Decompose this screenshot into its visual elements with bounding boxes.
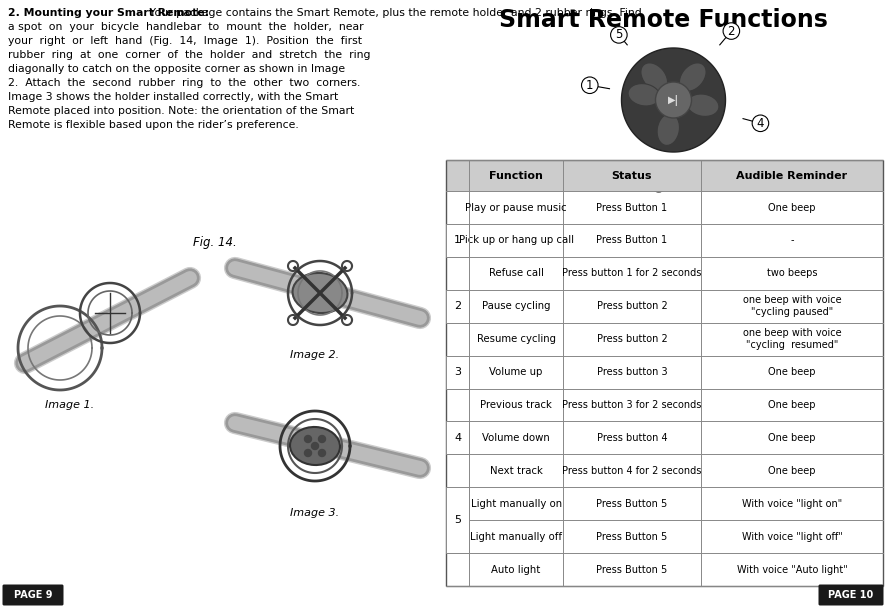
- Text: 2: 2: [727, 24, 734, 38]
- Bar: [446, 160, 882, 586]
- Text: one beep with voice
"cycling  resumed": one beep with voice "cycling resumed": [742, 328, 840, 350]
- Circle shape: [304, 435, 311, 443]
- Text: Pause cycling: Pause cycling: [481, 302, 550, 311]
- Bar: [446, 487, 469, 553]
- Text: Next track: Next track: [489, 466, 542, 476]
- Circle shape: [304, 449, 311, 457]
- Text: Image 1.: Image 1.: [45, 400, 95, 410]
- Text: With voice "Auto light": With voice "Auto light": [735, 565, 846, 575]
- Text: 4: 4: [756, 117, 764, 130]
- Text: One beep: One beep: [767, 367, 815, 377]
- Text: diagonally to catch on the opposite corner as shown in Image: diagonally to catch on the opposite corn…: [8, 64, 345, 74]
- Text: 1: 1: [586, 79, 593, 92]
- Text: 2. Mounting your Smart Remote:: 2. Mounting your Smart Remote:: [8, 8, 209, 18]
- Text: Light manually on: Light manually on: [470, 499, 561, 509]
- Ellipse shape: [657, 114, 679, 145]
- Text: Image 3.: Image 3.: [290, 508, 339, 518]
- Text: a spot  on  your  bicycle  handlebar  to  mount  the  holder,  near: a spot on your bicycle handlebar to moun…: [8, 22, 363, 32]
- Text: Audible Reminder: Audible Reminder: [735, 171, 846, 181]
- Text: 2.  Attach  the  second  rubber  ring  to  the  other  two  corners.: 2. Attach the second rubber ring to the …: [8, 78, 360, 88]
- Ellipse shape: [292, 273, 347, 313]
- Bar: [446, 160, 882, 191]
- Text: Press button 2: Press button 2: [596, 302, 666, 311]
- Ellipse shape: [679, 63, 705, 91]
- Text: Pick up or hang up call: Pick up or hang up call: [458, 235, 573, 246]
- Ellipse shape: [641, 63, 667, 91]
- Bar: [446, 224, 469, 257]
- Text: Status: Status: [611, 171, 651, 181]
- Text: With voice "light off": With voice "light off": [741, 531, 842, 542]
- Bar: [446, 290, 469, 323]
- Text: Fig. 14.: Fig. 14.: [193, 236, 237, 249]
- Text: Press Button 5: Press Button 5: [595, 531, 667, 542]
- Text: Press button 2: Press button 2: [596, 334, 666, 344]
- Text: ▶|: ▶|: [667, 94, 679, 106]
- Text: 4: 4: [454, 433, 461, 443]
- Text: Previous track: Previous track: [479, 400, 551, 410]
- Text: Image 3 shows the holder installed correctly, with the Smart: Image 3 shows the holder installed corre…: [8, 92, 338, 102]
- Text: Press button 3 for 2 seconds: Press button 3 for 2 seconds: [562, 400, 701, 410]
- Text: Remote is flexible based upon the rider’s preference.: Remote is flexible based upon the rider’…: [8, 120, 299, 130]
- Text: One beep: One beep: [767, 466, 815, 476]
- Text: One beep: One beep: [767, 202, 815, 213]
- FancyBboxPatch shape: [3, 584, 64, 606]
- Text: 2: 2: [454, 302, 461, 311]
- Text: Press Button 5: Press Button 5: [595, 499, 667, 509]
- Circle shape: [655, 82, 691, 118]
- Text: 5: 5: [615, 29, 622, 41]
- Text: -: -: [789, 235, 793, 246]
- Text: Press button 4: Press button 4: [596, 433, 666, 443]
- Bar: [446, 356, 469, 389]
- Text: Image 2.: Image 2.: [290, 350, 339, 360]
- Ellipse shape: [290, 427, 339, 465]
- Text: Auto light: Auto light: [491, 565, 540, 575]
- Text: one beep with voice
"cycling paused": one beep with voice "cycling paused": [742, 295, 840, 317]
- Text: PAGE 10: PAGE 10: [828, 590, 873, 600]
- Text: your  right  or  left  hand  (Fig.  14,  Image  1).  Position  the  first: your right or left hand (Fig. 14, Image …: [8, 36, 361, 46]
- Ellipse shape: [687, 94, 719, 116]
- Text: Press Button 1: Press Button 1: [595, 235, 667, 246]
- Text: rubber  ring  at  one  corner  of  the  holder  and  stretch  the  ring: rubber ring at one corner of the holder …: [8, 50, 370, 60]
- Text: Refuse call: Refuse call: [488, 268, 543, 278]
- Text: Play or pause music: Play or pause music: [465, 202, 566, 213]
- Text: Light manually off: Light manually off: [470, 531, 562, 542]
- Text: Press button 1 for 2 seconds: Press button 1 for 2 seconds: [562, 268, 701, 278]
- Text: Smart Remote Functions: Smart Remote Functions: [499, 8, 827, 32]
- Text: 5: 5: [454, 515, 461, 525]
- Text: Press Button 1: Press Button 1: [595, 202, 667, 213]
- Text: two beeps: two beeps: [766, 268, 816, 278]
- Circle shape: [311, 443, 318, 449]
- Text: Press button 3: Press button 3: [596, 367, 666, 377]
- Text: Remote placed into position. Note: the orientation of the Smart: Remote placed into position. Note: the o…: [8, 106, 354, 116]
- Bar: [446, 421, 469, 454]
- Text: Function: Function: [489, 171, 542, 181]
- Text: With voice "light on": With voice "light on": [741, 499, 841, 509]
- Text: Press button 4 for 2 seconds: Press button 4 for 2 seconds: [562, 466, 701, 476]
- Text: One beep: One beep: [767, 400, 815, 410]
- Text: PAGE 9: PAGE 9: [14, 590, 52, 600]
- Circle shape: [318, 435, 325, 443]
- Text: Press Button 5: Press Button 5: [595, 565, 667, 575]
- Text: 1: 1: [454, 235, 461, 246]
- Text: Volume down: Volume down: [482, 433, 549, 443]
- Text: 3: 3: [655, 177, 662, 190]
- Text: Resume cycling: Resume cycling: [476, 334, 555, 344]
- Text: One beep: One beep: [767, 433, 815, 443]
- Ellipse shape: [627, 84, 659, 106]
- Text: 3: 3: [454, 367, 461, 377]
- Text: Volume up: Volume up: [489, 367, 542, 377]
- Circle shape: [318, 449, 325, 457]
- Polygon shape: [621, 48, 725, 152]
- FancyBboxPatch shape: [818, 584, 882, 606]
- Text: Your package contains the Smart Remote, plus the remote holder and 2 rubber ring: Your package contains the Smart Remote, …: [146, 8, 641, 18]
